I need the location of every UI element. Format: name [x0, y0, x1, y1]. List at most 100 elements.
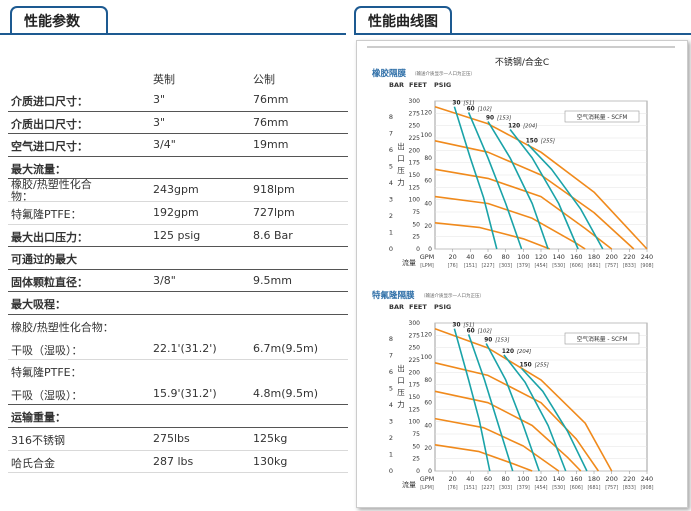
tick-label-psig: 100 [421, 354, 433, 361]
head-curve [434, 362, 600, 472]
spec-row: 哈氏合金 287 lbs 130kg [8, 451, 348, 474]
axis-unit-label: BAR [389, 303, 404, 311]
head-curve [434, 168, 613, 250]
tick-label-feet: 75 [412, 209, 420, 216]
air-consumption-curve [503, 354, 567, 472]
air-curve-label-lpm: [102] [478, 106, 492, 112]
tick-label-gpm: 60 [484, 253, 492, 261]
air-consumption-curve [509, 129, 579, 250]
tick-label-gpm: 180 [588, 475, 600, 483]
x-axis-label: 流量 [402, 258, 416, 267]
tick-label-feet: 275 [409, 110, 421, 117]
tick-label-gpm: 60 [484, 475, 492, 483]
tick-label-gpm: 220 [623, 253, 635, 261]
air-consumption-curve [521, 367, 588, 472]
spec-label: 特氟隆PTFE： [11, 207, 82, 221]
head-curve [434, 195, 586, 250]
tick-label-feet: 100 [409, 197, 421, 204]
air-curve-label: 120 [502, 349, 514, 355]
air-curve-label: 120 [508, 123, 520, 129]
spec-label: 介质出口尺寸： [11, 117, 88, 131]
tab-underline [354, 33, 691, 35]
tick-label-bar: 1 [389, 228, 393, 236]
tick-label-feet: 50 [412, 443, 420, 450]
spec-row: 干吸（湿吸）： 22.1'(31.2') 6.7m(9.5m) [8, 338, 348, 361]
spec-metric-value: 19mm [253, 138, 289, 152]
tick-label-lpm: [908] [641, 263, 654, 269]
tick-label-lpm: [303] [499, 263, 512, 269]
spec-metric-value: 9.5mm [253, 273, 292, 287]
axis-unit-label: PSIG [434, 303, 451, 311]
spec-row: 可通过的最大 [8, 247, 348, 270]
tick-label-lpm: [151] [464, 485, 477, 491]
tick-label-lpm: [908] [641, 485, 654, 491]
spec-label: 干吸（湿吸）： [11, 343, 83, 357]
air-curve-label: 60 [467, 106, 475, 112]
head-curve [434, 390, 582, 472]
column-header-imperial: 英制 [153, 73, 175, 86]
tick-label-lpm: [379] [517, 263, 530, 269]
tick-label-feet: 150 [409, 172, 421, 179]
tick-label-bar: 0 [389, 467, 393, 475]
tick-label-lpm: [530] [552, 485, 565, 491]
tick-label-gpm: 40 [466, 475, 474, 483]
tick-label-feet: 250 [409, 123, 421, 130]
tick-label-gpm: 20 [449, 253, 457, 261]
tick-label-lpm: [76] [448, 485, 458, 491]
spec-imperial-value: 3" [153, 93, 166, 106]
tick-label-psig: 0 [428, 246, 432, 253]
air-legend-label: 空气消耗量 - SCFM [577, 335, 628, 343]
spec-label: 可通过的最大 [11, 253, 77, 267]
air-curve-label: 30 [452, 101, 460, 107]
tick-label-bar: 7 [389, 351, 393, 359]
air-curve-label-lpm: [153] [495, 337, 509, 343]
tick-label-psig: 20 [424, 445, 432, 452]
spec-row: 橡胶/热塑性化合物： 243gpm 918lpm [8, 179, 348, 202]
tick-label-gpm: 160 [570, 475, 582, 483]
tick-label-psig: 40 [424, 422, 432, 429]
air-consumption-curve [487, 121, 549, 250]
air-curve-label-lpm: [153] [497, 115, 511, 121]
y-axis-title-char: 出 [397, 141, 405, 151]
tick-label-bar: 6 [389, 368, 393, 376]
spec-row: 运输重量： [8, 405, 348, 428]
tick-label-feet: 275 [409, 332, 421, 339]
tick-label-feet: 150 [409, 394, 421, 401]
head-curve [434, 417, 560, 472]
tick-label-feet: 75 [412, 431, 420, 438]
spec-label: 运输重量： [11, 411, 66, 425]
tick-label-gpm: 240 [641, 253, 653, 261]
y-axis-title-char: 压 [397, 388, 405, 397]
tick-label-psig: 20 [424, 223, 432, 230]
air-legend-box [564, 110, 640, 123]
spec-imperial-value: 275lbs [153, 431, 190, 445]
tab-label: 性能曲线图 [368, 13, 438, 30]
spec-metric-value: 76mm [253, 115, 289, 129]
air-curve-label: 30 [452, 323, 460, 329]
y-axis-title-char: 力 [397, 399, 405, 409]
tick-label-bar: 4 [389, 401, 393, 409]
air-curve-label: 90 [486, 115, 494, 121]
tick-label-bar: 1 [389, 450, 393, 458]
spec-metric-value: 6.7m(9.5m) [253, 341, 319, 355]
tick-label-lpm: [227] [482, 263, 495, 269]
air-curve-label-lpm: [102] [478, 328, 492, 334]
tick-label-lpm: [681] [588, 485, 601, 491]
tab-performance-curves[interactable]: 性能曲线图 [354, 6, 452, 33]
tick-label-bar: 8 [389, 113, 393, 121]
spec-label: 特氟隆PTFE： [11, 366, 82, 380]
head-curve [434, 222, 551, 250]
tick-label-bar: 4 [389, 179, 393, 187]
tick-label-lpm: [530] [552, 263, 565, 269]
y-axis-title-char: 压 [397, 166, 405, 175]
tick-label-gpm: GPM [420, 253, 435, 261]
tick-label-gpm: 180 [588, 253, 600, 261]
y-axis-title-char: 口 [397, 154, 405, 163]
spec-metric-value: 8.6 Bar [253, 228, 293, 242]
section-label: 橡胶隔膜 [372, 68, 407, 79]
air-consumption-curve [527, 143, 604, 250]
tab-performance-params[interactable]: 性能参数 [10, 6, 108, 33]
tick-label-bar: 3 [389, 195, 393, 203]
spec-row: 介质进口尺寸： 3" 76mm [8, 89, 348, 112]
